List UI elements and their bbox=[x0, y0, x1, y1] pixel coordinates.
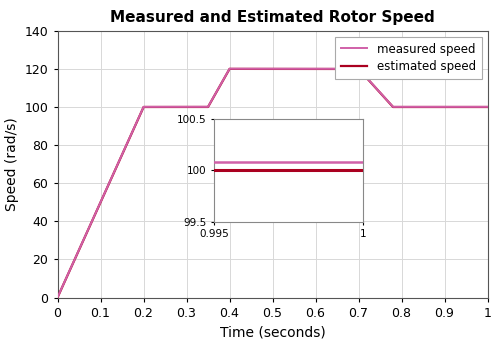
Legend: measured speed, estimated speed: measured speed, estimated speed bbox=[336, 37, 482, 79]
Y-axis label: Speed (rad/s): Speed (rad/s) bbox=[5, 117, 19, 211]
Title: Measured and Estimated Rotor Speed: Measured and Estimated Rotor Speed bbox=[110, 11, 435, 25]
X-axis label: Time (seconds): Time (seconds) bbox=[220, 325, 326, 339]
